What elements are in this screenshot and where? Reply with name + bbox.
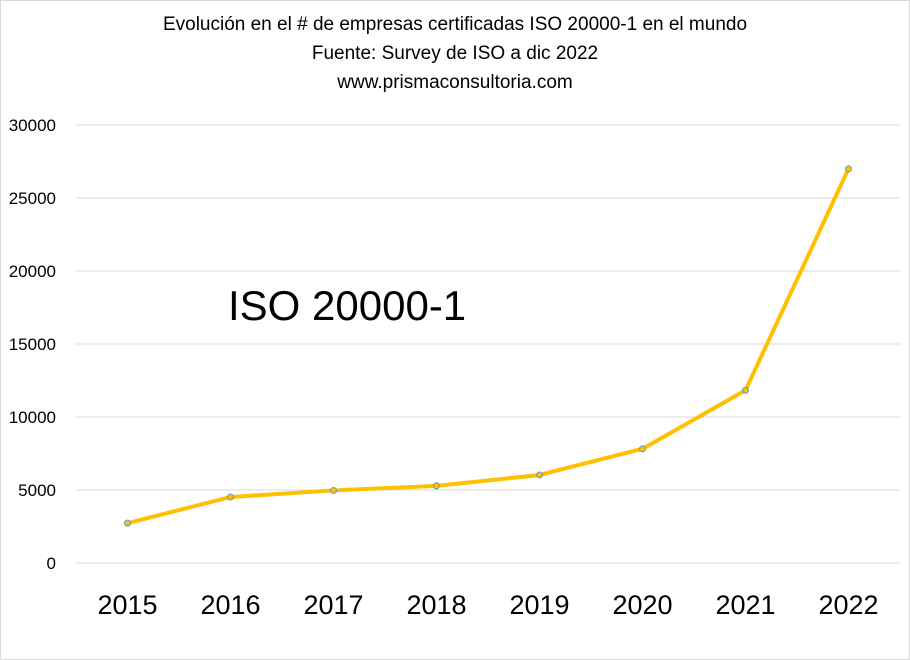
chart-annotation: ISO 20000-1 [228, 282, 467, 329]
x-tick-label: 2020 [612, 590, 672, 620]
chart-source-url: www.prismaconsultoria.com [337, 72, 573, 93]
chart-title: Evolución en el # de empresas certificad… [162, 14, 748, 35]
data-point [124, 519, 131, 527]
series-line [127, 167, 851, 526]
x-tick-label: 2016 [200, 590, 260, 620]
y-tick-label: 10000 [9, 408, 56, 427]
data-point [227, 493, 234, 501]
data-point [536, 471, 543, 479]
y-tick-label: 30000 [9, 116, 56, 135]
data-point [330, 486, 337, 494]
data-point [742, 386, 749, 394]
y-tick-label: 5000 [18, 481, 56, 500]
chart-subtitle: Fuente: Survey de ISO a dic 2022 [311, 43, 599, 64]
data-point [845, 165, 852, 173]
x-tick-label: 2017 [303, 590, 363, 620]
x-tick-label: 2019 [509, 590, 569, 620]
x-tick-label: 2022 [818, 590, 878, 620]
y-tick-label: 15000 [9, 335, 56, 354]
x-tick-label: 2018 [406, 590, 466, 620]
y-tick-label: 0 [47, 554, 56, 573]
data-point [639, 445, 646, 453]
data-point [433, 482, 440, 490]
x-tick-label: 2021 [715, 590, 775, 620]
y-tick-label: 25000 [9, 189, 56, 208]
x-tick-label: 2015 [97, 590, 157, 620]
y-tick-label: 20000 [9, 262, 56, 281]
